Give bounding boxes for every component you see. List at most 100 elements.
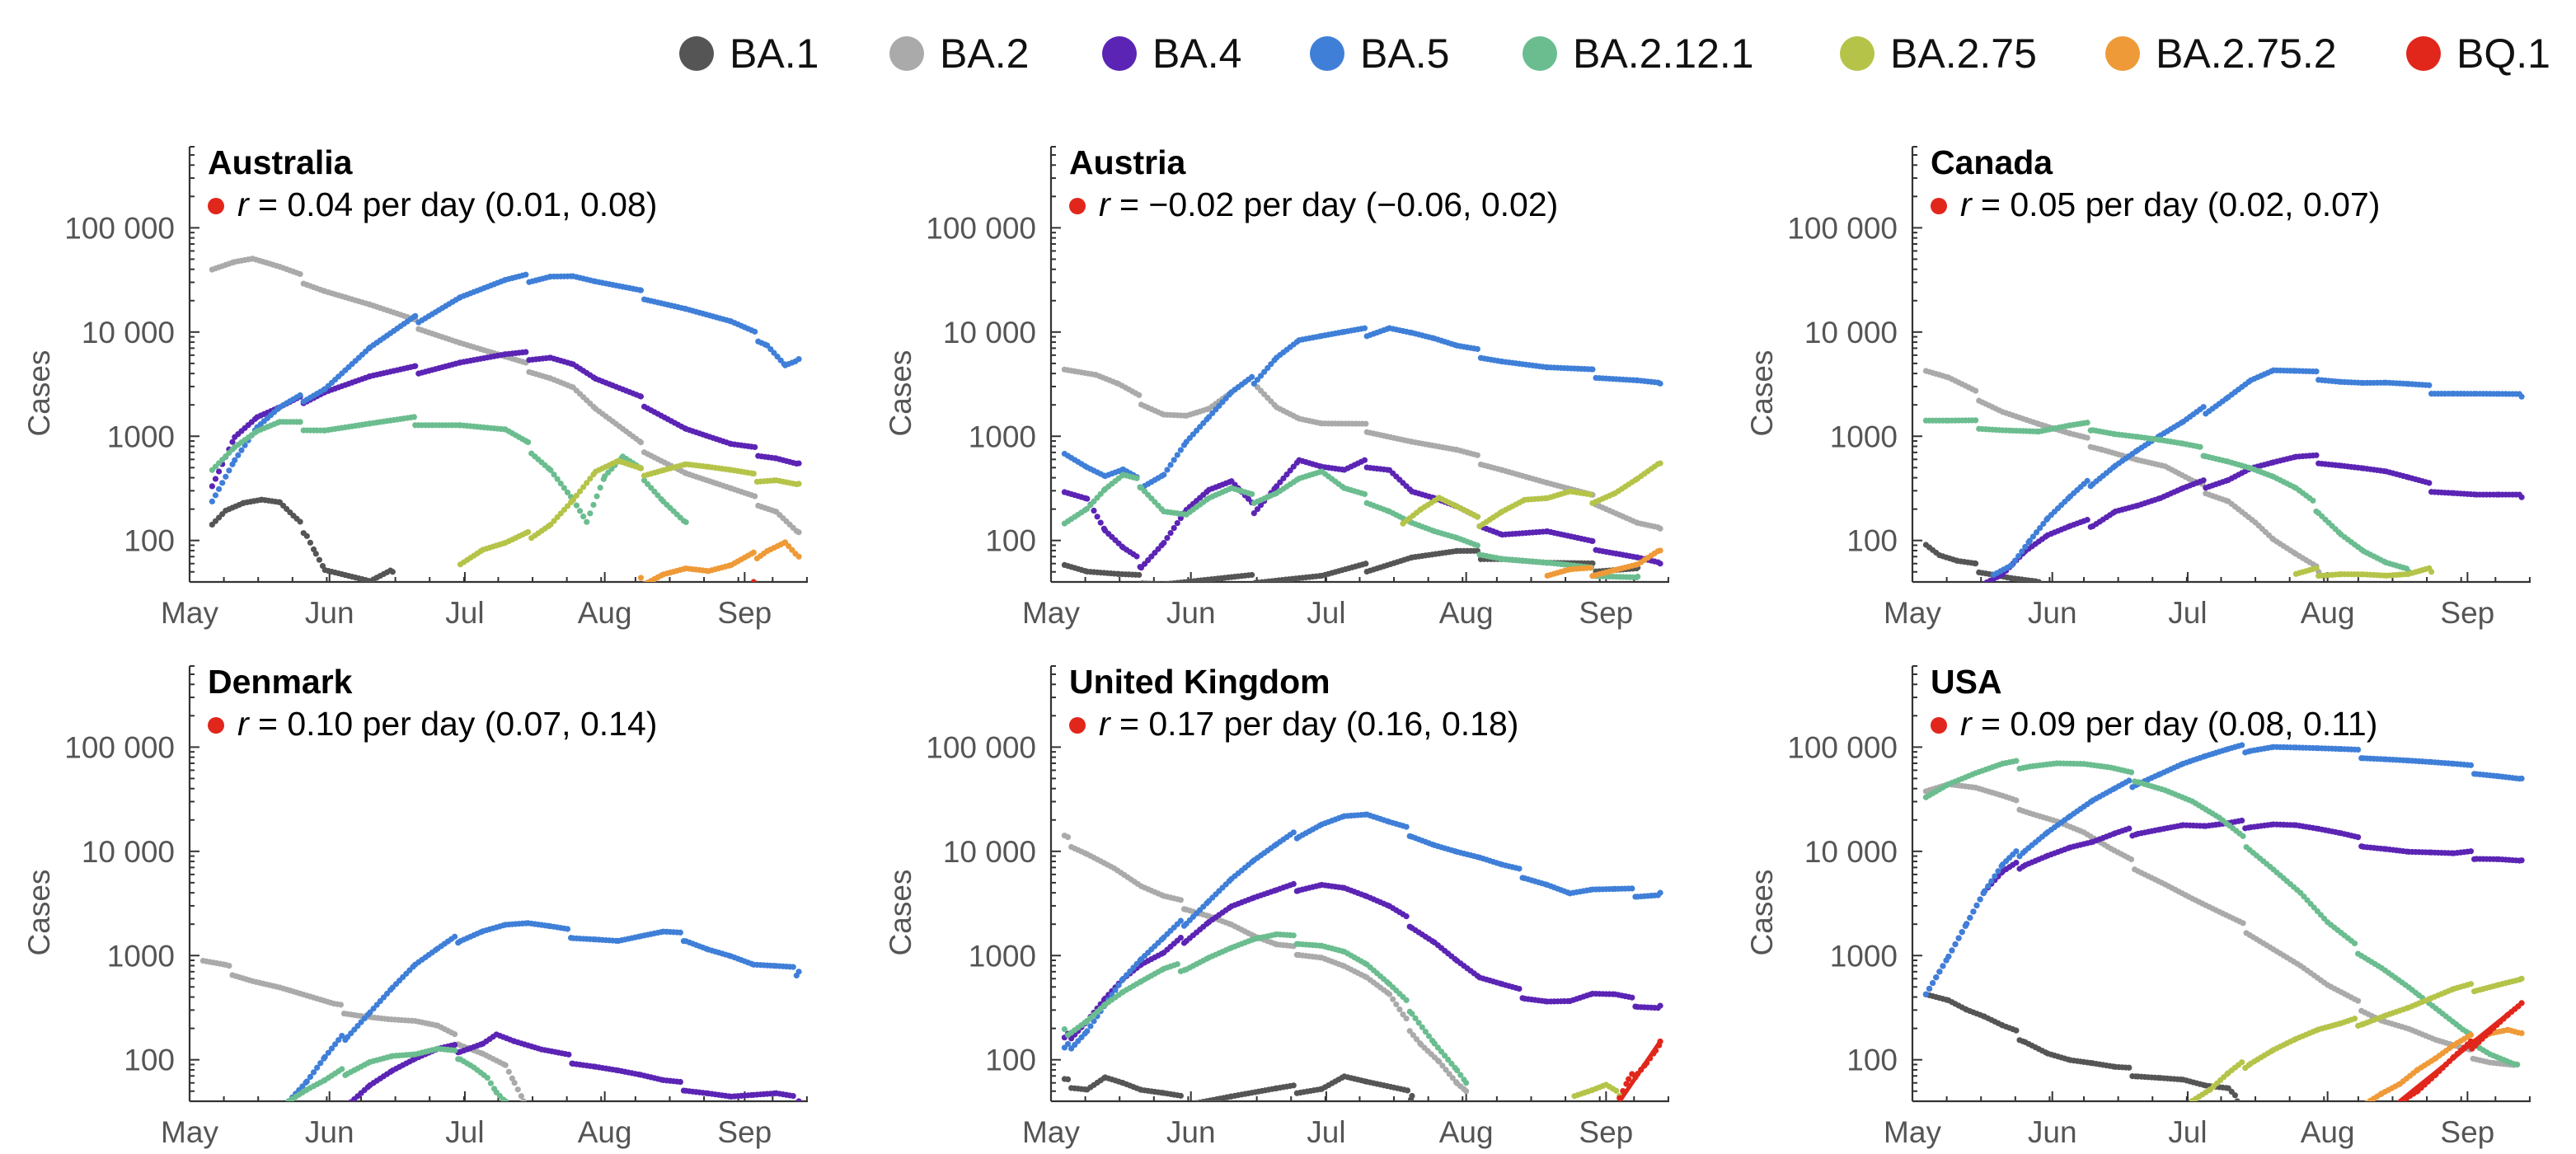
x-tick-label: Aug <box>1439 596 1494 630</box>
data-point <box>317 1060 324 1067</box>
data-point <box>1403 997 1410 1003</box>
data-point <box>2240 920 2246 926</box>
legend-swatch-bq-1 <box>2406 36 2441 71</box>
data-point <box>1973 902 1980 909</box>
data-point <box>1268 361 1274 368</box>
legend-item-ba-2-75-2: BA.2.75.2 <box>2105 30 2337 77</box>
series-ba-2-75 <box>1571 1081 1623 1100</box>
data-point <box>2355 834 2362 841</box>
data-point <box>1422 1029 1429 1035</box>
data-point <box>795 481 802 487</box>
x-tick-label: Jun <box>305 596 354 630</box>
data-point <box>1133 553 1140 560</box>
data-point <box>412 312 419 319</box>
series-ba-2-75-2 <box>637 539 802 582</box>
y-tick-label: 100 000 <box>926 211 1036 245</box>
data-point <box>1434 1044 1442 1051</box>
data-point <box>1657 380 1663 387</box>
data-point <box>1249 373 1255 380</box>
data-point <box>452 933 458 940</box>
data-point <box>1249 490 1255 497</box>
legend-swatch-ba-5 <box>1310 36 1344 71</box>
data-point <box>1443 1067 1449 1073</box>
x-tick-label: Jun <box>1166 596 1216 630</box>
y-tick-label: 1000 <box>1830 939 1898 973</box>
data-point <box>1635 573 1641 580</box>
data-point <box>1589 537 1596 545</box>
panel-title: Austria <box>1069 143 1186 181</box>
x-tick-label: Jun <box>305 1115 354 1149</box>
data-point <box>215 486 223 492</box>
r-marker <box>1069 717 1086 734</box>
data-point <box>232 457 238 463</box>
data-point <box>523 349 529 355</box>
data-point <box>1254 377 1261 383</box>
data-point <box>1930 979 1936 987</box>
data-point <box>2310 497 2316 504</box>
data-point <box>1657 525 1663 532</box>
data-point <box>1257 373 1265 379</box>
data-point <box>2026 537 2033 544</box>
data-point <box>1094 514 1100 520</box>
data-point <box>1412 1015 1419 1021</box>
y-axis-label: Cases <box>884 870 917 956</box>
data-point <box>1409 1092 1415 1100</box>
series-ba-2-12-1 <box>1061 468 1641 581</box>
data-point <box>303 532 310 539</box>
r-annotation: r = 0.04 per day (0.01, 0.08) <box>237 185 657 223</box>
y-tick-label: 1000 <box>969 420 1036 453</box>
data-point <box>511 1080 518 1086</box>
y-tick-label: 1000 <box>107 420 175 453</box>
data-point <box>1949 947 1955 954</box>
data-point <box>1181 1102 1187 1108</box>
data-point <box>2029 533 2037 540</box>
series-ba-2 <box>209 256 802 536</box>
data-point <box>1084 1028 1091 1034</box>
data-point <box>1147 580 1152 582</box>
data-point <box>564 489 571 495</box>
data-point <box>2428 569 2435 575</box>
data-point <box>1133 475 1140 481</box>
data-point <box>345 1102 350 1108</box>
data-point <box>1136 571 1143 579</box>
data-point <box>339 1066 345 1072</box>
data-point <box>524 528 532 536</box>
r-value: = 0.05 per day (0.02, 0.07) <box>1972 185 2381 223</box>
x-tick-label: Sep <box>1579 596 1633 630</box>
r-value: = 0.10 per day (0.07, 0.14) <box>249 705 658 743</box>
data-point <box>584 518 590 525</box>
legend-swatch-ba-2-12-1 <box>1523 36 1557 71</box>
series-ba-5 <box>1990 367 2525 578</box>
data-point <box>321 1053 328 1060</box>
data-point <box>2518 393 2525 400</box>
series-ba-2-12-1 <box>209 414 689 526</box>
series-group <box>1922 742 2525 1101</box>
legend-swatch-ba-2-75-2 <box>2105 36 2140 71</box>
data-point <box>570 496 576 504</box>
data-point <box>520 1098 527 1101</box>
data-point <box>1157 581 1161 582</box>
data-point <box>2467 848 2475 855</box>
data-point <box>794 1102 800 1108</box>
data-point <box>1400 1011 1406 1018</box>
panel-title: USA <box>1931 663 2002 701</box>
data-point <box>683 518 689 526</box>
data-point <box>524 439 532 446</box>
data-point <box>219 480 226 486</box>
y-tick-label: 1000 <box>107 939 175 973</box>
data-point <box>594 493 600 500</box>
series-group <box>1061 811 1663 1108</box>
data-point <box>2126 777 2133 784</box>
data-point <box>1981 888 1988 894</box>
data-point <box>1474 452 1480 458</box>
data-point <box>1463 1080 1470 1086</box>
data-point <box>597 485 603 491</box>
data-point <box>1171 524 1177 532</box>
r-annotation: r = −0.02 per day (−0.06, 0.02) <box>1099 185 1558 223</box>
r-symbol: r <box>237 185 251 223</box>
x-tick-label: Aug <box>2301 1115 2355 1149</box>
data-point <box>752 328 758 335</box>
data-point <box>1516 985 1523 992</box>
x-tick-label: Jun <box>1166 1115 1216 1149</box>
data-point <box>795 356 802 363</box>
